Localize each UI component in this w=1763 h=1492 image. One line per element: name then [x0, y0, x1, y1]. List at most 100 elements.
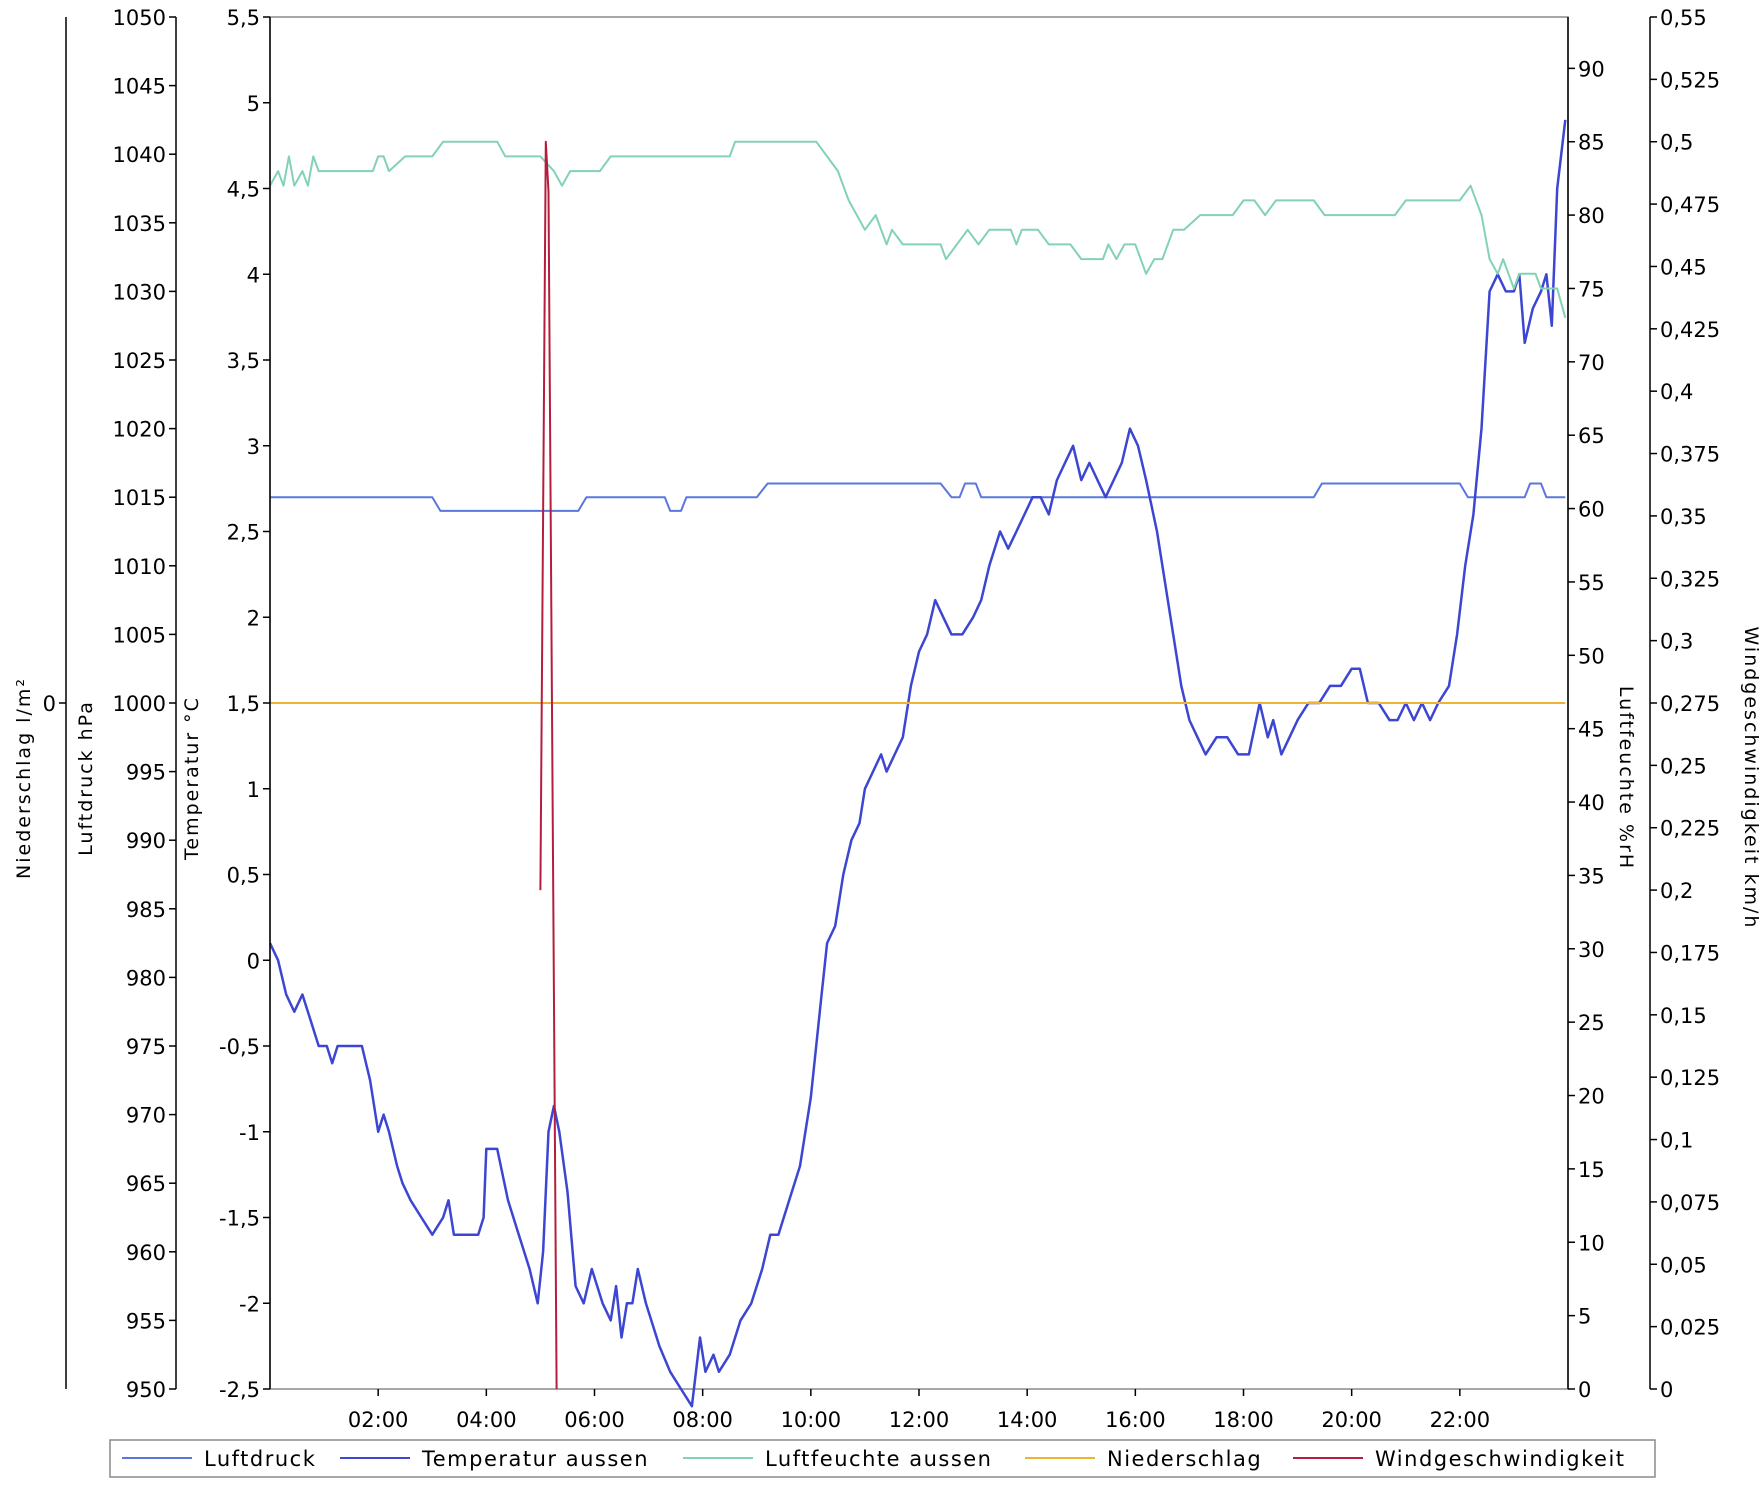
tick-label: 5: [247, 92, 260, 116]
tick-label: 1030: [113, 280, 166, 304]
axis-wind: 0,55 0,525 0,5 0,475 0,45 0,425 0,4 0,375 0,35 0,…: [1649, 6, 1762, 1402]
axis-title-temperatur: Temperatur °C: [181, 696, 203, 861]
tick-label: 20: [1578, 1085, 1605, 1109]
tick-label: 10: [1578, 1231, 1605, 1255]
axis-temperatur: 5,5 5 4,5 4 3,5 3 2,5 2 1,5 1 0,5 0 -0,5 -1 -1,5 -2 -2,5…: [181, 6, 271, 1402]
tick-label: 1035: [113, 212, 166, 236]
x-tick-label: 22:00: [1430, 1408, 1491, 1432]
tick-label: 955: [126, 1309, 166, 1333]
tick-label: 0,025: [1660, 1316, 1720, 1340]
legend-label: Windgeschwindigkeit: [1375, 1447, 1626, 1471]
tick-label: 1020: [113, 418, 166, 442]
axis-niederschlag: 0 Niederschlag l/m²: [13, 17, 67, 1389]
tick-label: 35: [1578, 864, 1605, 888]
tick-label: -2,5: [219, 1378, 260, 1402]
tick-label: 0,05: [1660, 1253, 1707, 1277]
tick-label: 0: [247, 949, 260, 973]
tick-label: 75: [1578, 277, 1605, 301]
legend-item: Luftdruck: [122, 1447, 316, 1471]
tick-label: 970: [126, 1104, 166, 1128]
tick-label: 0,475: [1660, 193, 1720, 217]
tick-label: 1010: [113, 555, 166, 579]
series-layer: [268, 119, 1567, 1408]
tick-label: 0: [1578, 1378, 1591, 1402]
tick-label: 15: [1578, 1158, 1605, 1182]
x-tick-label: 04:00: [456, 1408, 517, 1432]
tick-label: 995: [126, 761, 166, 785]
tick-label: 0,35: [1660, 505, 1707, 529]
series-line-windgeschwindigkeit: [539, 140, 558, 1390]
tick-label: 4,5: [227, 178, 260, 202]
x-tick-label: 18:00: [1213, 1408, 1274, 1432]
tick-label: 0,2: [1660, 879, 1693, 903]
axis-luftfeuchte: 908580757065605550454035302520151050Luft…: [1567, 17, 1637, 1402]
tick-label: 4: [247, 263, 260, 287]
legend-label: Luftdruck: [204, 1447, 316, 1471]
tick-label: 0,25: [1660, 754, 1707, 778]
tick-label: 985: [126, 898, 166, 922]
tick-label: 0,225: [1660, 817, 1720, 841]
x-tick-label: 06:00: [564, 1408, 625, 1432]
tick-label: 965: [126, 1172, 166, 1196]
tick-label: 1045: [113, 75, 166, 99]
tick-label: -2: [239, 1292, 260, 1316]
tick-label: -1: [239, 1121, 260, 1145]
legend-item: Temperatur aussen: [340, 1447, 648, 1471]
tick-label: 0,4: [1660, 380, 1693, 404]
legend-item: Niederschlag: [1025, 1447, 1261, 1471]
tick-label: 0,075: [1660, 1191, 1720, 1215]
tick-label: -1,5: [219, 1207, 260, 1231]
tick-label: 0,15: [1660, 1004, 1707, 1028]
axis-title-luftdruck: Luftdruck hPa: [75, 700, 97, 856]
tick-label: 0,3: [1660, 630, 1693, 654]
axis-title-luftfeuchte: Luftfeuchte %rH: [1615, 686, 1637, 870]
tick-label: 90: [1578, 57, 1605, 81]
tick-label: 0,175: [1660, 941, 1720, 965]
legend-label: Luftfeuchte aussen: [765, 1447, 993, 1471]
x-tick-label: 20:00: [1321, 1408, 1382, 1432]
legend: Luftdruck Temperatur aussen Luftfeuchte au…: [109, 1439, 1656, 1478]
tick-label: 1005: [113, 623, 166, 647]
axis-title-wind: Windgeschwindigkeit km/h: [1740, 627, 1762, 930]
tick-label: 0,325: [1660, 567, 1720, 591]
axis-luftdruck: 1050 1045 1040 1035 1030 1025 1020 1015 1010 1005…: [75, 6, 177, 1402]
tick-label: 40: [1578, 791, 1605, 815]
tick-label: 0,375: [1660, 443, 1720, 467]
x-tick-label: 16:00: [1105, 1408, 1166, 1432]
tick-label: 1040: [113, 143, 166, 167]
tick-label: 980: [126, 966, 166, 990]
tick-label: 950: [126, 1378, 166, 1402]
tick-label: 1015: [113, 486, 166, 510]
tick-label: 1,5: [227, 692, 260, 716]
tick-label: 960: [126, 1241, 166, 1265]
series-line-luftfeuchte-aussen: [269, 140, 1567, 319]
tick-label: 0,5: [227, 864, 260, 888]
tick-label: 1025: [113, 349, 166, 373]
tick-label: 1: [247, 778, 260, 802]
tick-label: 975: [126, 1035, 166, 1059]
x-tick-label: 10:00: [781, 1408, 842, 1432]
axes: 02:00 04:00 06:00 08:00 10:00 12:00 14:00 16:00…: [13, 6, 1762, 1432]
tick-label: 0,1: [1660, 1129, 1693, 1153]
series-line-luftdruck: [270, 482, 1566, 512]
tick-label: 1050: [113, 6, 166, 30]
legend-item: Luftfeuchte aussen: [683, 1447, 993, 1471]
tick-label: 85: [1578, 131, 1605, 155]
tick-label: 0: [1660, 1378, 1673, 1402]
tick-label: 0,275: [1660, 692, 1720, 716]
tick-label: 25: [1578, 1011, 1605, 1035]
tick-label: 30: [1578, 938, 1605, 962]
legend-item: Windgeschwindigkeit: [1293, 1447, 1626, 1471]
tick-label: 5,5: [227, 6, 260, 30]
tick-label: 0,5: [1660, 131, 1693, 155]
tick-label: 0,45: [1660, 255, 1707, 279]
tick-label: 2,5: [227, 521, 260, 545]
axis-title-niederschlag: Niederschlag l/m²: [13, 677, 35, 879]
tick-label: 80: [1578, 204, 1605, 228]
tick-label: 55: [1578, 571, 1605, 595]
x-tick-label: 08:00: [672, 1408, 733, 1432]
series-line-temperatur-aussen: [268, 119, 1567, 1408]
x-tick-label: 12:00: [889, 1408, 950, 1432]
tick-label: 0,125: [1660, 1066, 1720, 1090]
